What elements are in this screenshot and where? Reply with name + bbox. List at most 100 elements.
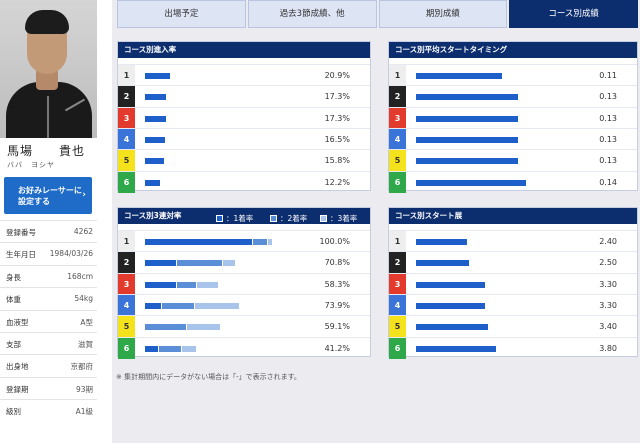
stat-row: 1 100.0%: [118, 230, 370, 253]
info-row: 支部 滋賀: [0, 331, 97, 354]
stat-row: 5 0.13: [389, 149, 637, 172]
stat-value: 2.40: [599, 237, 617, 246]
info-row: 体重 54kg: [0, 287, 97, 309]
stat-value: 16.5%: [324, 134, 350, 144]
lane-number: 4: [389, 128, 406, 151]
stat-value: 73.9%: [324, 300, 350, 310]
stat-bar: [145, 73, 171, 79]
stat-value: 59.1%: [324, 322, 350, 332]
racer-name-block: 馬場 貴也 ババ ヨシヤ: [0, 138, 97, 174]
info-row: 生年月日 1984/03/26: [0, 242, 97, 264]
lane-number: 6: [389, 171, 406, 193]
lane-number: 2: [389, 86, 406, 108]
start-position-panel: コース別スタート展 1 2.40 2 2.50 3 3.30 4 3.30 5 3.40 6 3.80: [388, 207, 638, 359]
lane-number: 5: [389, 316, 406, 338]
stat-bar: [416, 345, 496, 352]
info-value: 1984/03/26: [49, 249, 93, 259]
stat-row: 6 41.2%: [118, 336, 370, 359]
lane-number: 4: [118, 128, 135, 151]
entry-rate-title: コース別進入率: [118, 42, 370, 58]
top3-rate-panel: コース別3連対率 ：1着率 ：2着率 ：3着率 1 100.0% 2 70.8% 3 58…: [117, 207, 371, 359]
stat-value: 0.13: [599, 113, 617, 123]
info-value: 京都府: [70, 362, 94, 372]
stat-bar: [416, 260, 469, 267]
stat-value: 0.14: [599, 177, 617, 187]
lane-number: 5: [118, 316, 135, 338]
start-position-title: コース別スタート展: [389, 208, 637, 224]
info-value: 4262: [73, 227, 93, 236]
info-row: 登録番号 4262: [0, 220, 97, 242]
lane-number: 5: [118, 150, 135, 172]
stat-bar: [145, 239, 252, 245]
info-key: 登録期: [6, 384, 29, 394]
start-timing-title: コース別平均スタートタイミング: [389, 42, 637, 58]
stat-value: 20.9%: [324, 71, 350, 80]
stat-value: 17.3%: [324, 92, 350, 102]
stat-bar: [145, 115, 166, 122]
stat-value: 12.2%: [324, 177, 350, 187]
top3-rate-title: コース別3連対率 ：1着率 ：2着率 ：3着率: [118, 208, 370, 224]
stat-bar: [145, 260, 176, 267]
lane-number: 2: [118, 252, 135, 274]
info-key: 血液型: [6, 317, 29, 327]
lane-number: 6: [118, 171, 135, 193]
info-value: A1級: [75, 407, 93, 417]
top3-rate-title-text: コース別3連対率: [124, 211, 182, 220]
stat-bar: [145, 281, 176, 288]
footnote: ※ 集計期間内にデータがない場合は「-」で表示されます。: [116, 373, 301, 381]
tab-4[interactable]: コース別成績: [509, 0, 638, 28]
stat-row: 5 59.1%: [118, 315, 370, 338]
stat-bar: [145, 324, 187, 331]
tab-2[interactable]: 過去3節成績、他: [247, 0, 377, 28]
stat-bar: [416, 179, 526, 186]
racer-info-list: 登録番号 4262 生年月日 1984/03/26 身長 168cm 体重 54kg 血…: [0, 220, 97, 422]
info-row: 身長 168cm: [0, 264, 97, 287]
stat-bar: [197, 281, 219, 288]
stat-row: 4 73.9%: [118, 293, 370, 317]
stat-value: 41.2%: [324, 343, 350, 353]
stat-row: 1 0.11: [389, 64, 637, 87]
legend-second: ：2着率: [270, 211, 307, 227]
stat-bar: [416, 281, 486, 288]
stat-bar: [145, 345, 159, 352]
info-value: A型: [80, 317, 93, 327]
lane-number: 3: [118, 273, 135, 296]
stat-bar: [267, 239, 272, 245]
stat-row: 5 3.40: [389, 315, 637, 338]
stat-value: 58.3%: [324, 279, 350, 289]
tab-bar: 出場予定 過去3節成績、他 期別成績 コース別成績: [117, 0, 640, 28]
info-key: 支部: [6, 339, 21, 349]
info-row: 級別 A1級: [0, 399, 97, 421]
favorite-racer-label: お好みレーサーに 設定する: [18, 186, 82, 206]
stat-bar: [187, 324, 220, 331]
favorite-racer-button[interactable]: お好みレーサーに 設定する ›: [4, 177, 92, 214]
stat-value: 17.3%: [324, 113, 350, 123]
stat-bar: [145, 136, 165, 143]
stat-row: 1 20.9%: [118, 64, 370, 87]
stat-row: 2 17.3%: [118, 85, 370, 108]
legend-third: ：3着率: [320, 211, 357, 227]
stat-row: 6 3.80: [389, 336, 637, 359]
stat-row: 6 0.14: [389, 170, 637, 193]
racer-photo: [0, 0, 97, 138]
stat-bar: [416, 136, 519, 143]
info-row: 血液型 A型: [0, 309, 97, 332]
stat-value: 0.11: [599, 71, 617, 80]
lane-number: 4: [118, 294, 135, 317]
tab-3[interactable]: 期別成績: [378, 0, 508, 28]
stat-row: 3 58.3%: [118, 272, 370, 296]
stat-bar: [161, 302, 194, 309]
lane-number: 2: [118, 86, 135, 108]
stat-row: 3 17.3%: [118, 106, 370, 130]
tab-1[interactable]: 出場予定: [117, 0, 246, 28]
lane-number: 6: [389, 337, 406, 359]
stat-bar: [182, 345, 197, 352]
info-row: 出身地 京都府: [0, 354, 97, 376]
stat-bar: [145, 302, 161, 309]
stat-row: 4 3.30: [389, 293, 637, 317]
info-key: 級別: [6, 407, 21, 417]
stat-bar: [252, 239, 267, 245]
lane-number: 6: [118, 337, 135, 359]
stat-value: 3.40: [599, 322, 617, 332]
stat-bar: [194, 302, 239, 309]
